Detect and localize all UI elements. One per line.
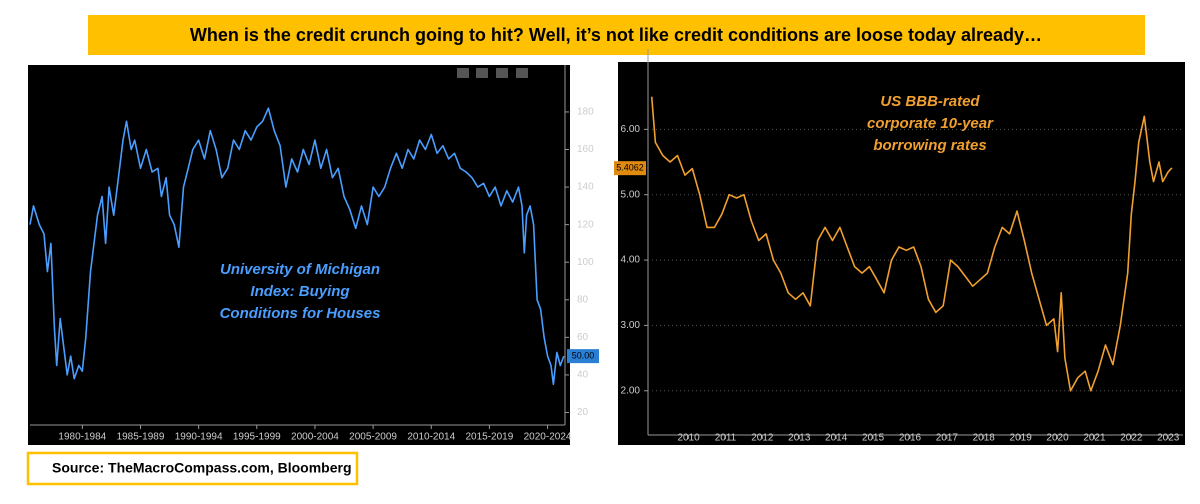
x-tick-label: 1980-1984 xyxy=(58,432,106,443)
x-tick-label: 2011 xyxy=(715,433,737,444)
y-tick-label: 4.00 xyxy=(621,255,641,266)
line xyxy=(650,96,1173,392)
x-tick-label: 2015 xyxy=(862,433,885,444)
right-panel xyxy=(618,62,1185,445)
source-box xyxy=(26,451,359,486)
annotation: Index: Buying xyxy=(250,283,349,300)
y-tick-label: 140 xyxy=(577,182,594,193)
left-panel xyxy=(28,65,570,445)
x-tick-label: 2015-2019 xyxy=(465,432,513,443)
y-tick-label: 40 xyxy=(577,370,589,381)
x-tick-label: 1985-1989 xyxy=(117,432,165,443)
x-tick-label: 2020 xyxy=(1046,433,1069,444)
x-tick-label: 2020-2024 xyxy=(524,432,572,443)
y-tick-label: 20 xyxy=(577,407,589,418)
last-value-tag xyxy=(614,161,646,176)
y-tick-label: 180 xyxy=(577,107,594,118)
x-tick-label: 2013 xyxy=(788,433,811,444)
last-value-tag xyxy=(567,349,599,364)
x-tick-label: 2018 xyxy=(973,433,996,444)
y-tick-label: 80 xyxy=(577,294,589,305)
x-tick-label: 2017 xyxy=(936,433,959,444)
toolbar xyxy=(457,68,528,78)
y-tick-label: 2.00 xyxy=(621,385,641,396)
x-tick-label: 2016 xyxy=(899,433,922,444)
y-tick-label: 6.00 xyxy=(621,124,641,135)
tool-icon xyxy=(476,68,488,78)
x-tick-label: 2014 xyxy=(825,433,848,444)
x-tick-label: 2005-2009 xyxy=(349,432,397,443)
x-tick-label: 2019 xyxy=(1010,433,1033,444)
y-tick-label: 5.00 xyxy=(621,189,641,200)
x-tick-label: 2000-2004 xyxy=(291,432,339,443)
x-tick-label: 1995-1999 xyxy=(233,432,281,443)
x-tick-label: 2022 xyxy=(1120,433,1143,444)
title-banner xyxy=(88,15,1145,55)
y-tick-label: 160 xyxy=(577,144,594,155)
annotation: University of Michigan xyxy=(220,261,380,278)
last-value-label: 50.00 xyxy=(572,351,595,361)
last-value-label: 5.4062 xyxy=(616,163,644,173)
y-tick-label: 120 xyxy=(577,219,594,230)
x-tick-label: 1990-1994 xyxy=(175,432,223,443)
tool-icon xyxy=(457,68,469,78)
x-tick-label: 2021 xyxy=(1083,433,1106,444)
y-tick-label: 60 xyxy=(577,332,589,343)
x-tick-label: 2010-2014 xyxy=(407,432,455,443)
annotation: Conditions for Houses xyxy=(220,305,381,322)
line xyxy=(29,107,565,386)
source: Source: TheMacroCompass.com, Bloomberg xyxy=(52,460,352,476)
y-tick-label: 100 xyxy=(577,257,594,268)
x-tick-label: 2012 xyxy=(751,433,774,444)
y-tick-label: 3.00 xyxy=(621,320,641,331)
annotation: corporate 10-year xyxy=(867,115,994,132)
tool-icon xyxy=(496,68,508,78)
x-tick-label: 2010 xyxy=(677,433,700,444)
x-tick-label: 2023 xyxy=(1157,433,1180,444)
page-title: When is the credit crunch going to hit? … xyxy=(190,25,1042,45)
annotation: borrowing rates xyxy=(873,137,986,154)
annotation: US BBB-rated xyxy=(880,93,980,110)
tool-icon xyxy=(516,68,528,78)
